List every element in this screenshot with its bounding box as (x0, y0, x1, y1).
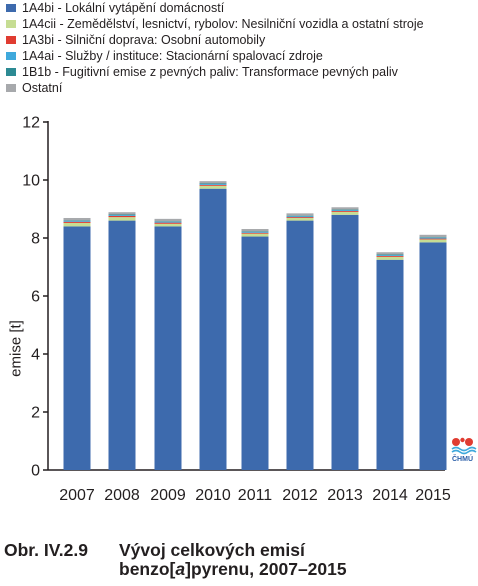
bar-segment (154, 226, 182, 470)
chmu-logo-icon (451, 437, 477, 455)
bar-segment (241, 231, 269, 233)
bar-segment (419, 237, 447, 239)
legend-label: 1A4bi - Lokální vytápění domácností (22, 1, 225, 15)
y-tick-label: 4 (31, 347, 40, 364)
legend-swatch (6, 52, 16, 60)
bar-segment (199, 183, 227, 185)
bar-segment (108, 217, 136, 221)
bar-segment (286, 216, 314, 218)
bar-segment (376, 256, 404, 260)
bar-segment (108, 215, 136, 216)
legend-label: 1A4ai - Služby / instituce: Stacionární … (22, 49, 323, 63)
y-tick-label: 2 (31, 405, 40, 422)
bar-segment (331, 211, 359, 215)
bar-segment (108, 214, 136, 216)
bar-segment (154, 221, 182, 223)
bar-segment (154, 218, 182, 222)
bar-segment (199, 184, 227, 185)
bar-segment (63, 220, 91, 221)
bar-segment (241, 236, 269, 470)
bar-segment (241, 233, 269, 237)
logo-text: ČHMÚ (452, 456, 473, 463)
x-tick-label: 2013 (327, 487, 363, 504)
bar-segment (108, 220, 136, 470)
x-tick-label: 2009 (150, 487, 186, 504)
bar-segment (419, 238, 447, 240)
legend-item: 1A3bi - Silniční doprava: Osobní automob… (6, 32, 424, 48)
x-tick-label: 2015 (415, 487, 451, 504)
x-tick-label: 2012 (282, 487, 318, 504)
figure-caption: Obr. IV.2.9 Vývoj celkových emisí benzo[a… (4, 541, 347, 579)
legend-label: 1A4cii - Zemědělství, lesnictví, rybolov… (22, 17, 424, 31)
bar-segment (108, 215, 136, 218)
x-tick-label: 2010 (195, 487, 231, 504)
legend-label: 1B1b - Fugitivní emise z pevných paliv: … (22, 65, 398, 79)
bar-segment (199, 188, 227, 470)
legend-label: Ostatní (22, 81, 63, 95)
bar-segment (241, 231, 269, 232)
bar-segment (419, 242, 447, 470)
bar-segment (286, 213, 314, 216)
x-tick-label: 2014 (372, 487, 408, 504)
legend-swatch (6, 36, 16, 44)
legend-item: Ostatní (6, 80, 424, 96)
bar-segment (376, 259, 404, 470)
bar-segment (241, 229, 269, 232)
bar-segment (241, 232, 269, 234)
bar-segment (63, 222, 91, 227)
bar-segment (376, 255, 404, 257)
bar-segment (154, 223, 182, 227)
bar-segment (331, 210, 359, 212)
legend-item: 1A4cii - Zemědělství, lesnictví, rybolov… (6, 16, 424, 32)
legend-label: 1A3bi - Silniční doprava: Osobní automob… (22, 33, 266, 47)
bar-segment (199, 181, 227, 184)
y-tick-label: 12 (22, 115, 40, 132)
legend-swatch (6, 84, 16, 92)
caption-line2-italic: a (175, 559, 186, 579)
bar-segment (286, 217, 314, 221)
bar-segment (331, 214, 359, 470)
bar-segment (376, 254, 404, 256)
bar-segment (419, 234, 447, 238)
bar-segment (331, 211, 359, 212)
legend-swatch (6, 4, 16, 12)
y-tick-label: 6 (31, 289, 40, 306)
bar-segment (199, 185, 227, 189)
bar-segment (376, 255, 404, 256)
legend-item: 1A4bi - Lokální vytápění domácností (6, 0, 424, 16)
caption-line2-post: ]pyrenu, 2007–2015 (185, 559, 347, 579)
legend-swatch (6, 20, 16, 28)
bar-segment (419, 237, 447, 238)
bar-segment (286, 215, 314, 217)
y-axis-label: emise [t] (7, 320, 25, 377)
bar-segment (286, 217, 314, 218)
bar-segment (154, 221, 182, 222)
bar-segment (63, 217, 91, 221)
bar-segment (376, 252, 404, 255)
legend-item: 1A4ai - Služby / instituce: Stacionární … (6, 48, 424, 64)
x-tick-label: 2008 (104, 487, 140, 504)
legend: 1A4bi - Lokální vytápění domácností 1A4ci… (6, 0, 424, 96)
bar-segment (108, 212, 136, 215)
bar-segment (286, 220, 314, 470)
bar-segment (63, 220, 91, 222)
legend-swatch (6, 68, 16, 76)
bar-segment (419, 239, 447, 243)
x-tick-label: 2011 (238, 487, 273, 504)
bar-segment (331, 207, 359, 210)
legend-item: 1B1b - Fugitivní emise z pevných paliv: … (6, 64, 424, 80)
x-tick-label: 2007 (59, 487, 95, 504)
caption-line1: Vývoj celkových emisí (119, 540, 305, 560)
bar-segment (154, 222, 182, 224)
bar-segment (331, 209, 359, 211)
caption-number: Obr. IV.2.9 (4, 540, 88, 560)
bar-segment (63, 221, 91, 223)
y-tick-label: 8 (31, 231, 40, 248)
bar-segment (63, 226, 91, 470)
bar-segment (199, 184, 227, 186)
y-tick-label: 10 (22, 173, 40, 190)
caption-line2-pre: benzo[ (119, 559, 176, 579)
y-tick-label: 0 (31, 463, 40, 480)
